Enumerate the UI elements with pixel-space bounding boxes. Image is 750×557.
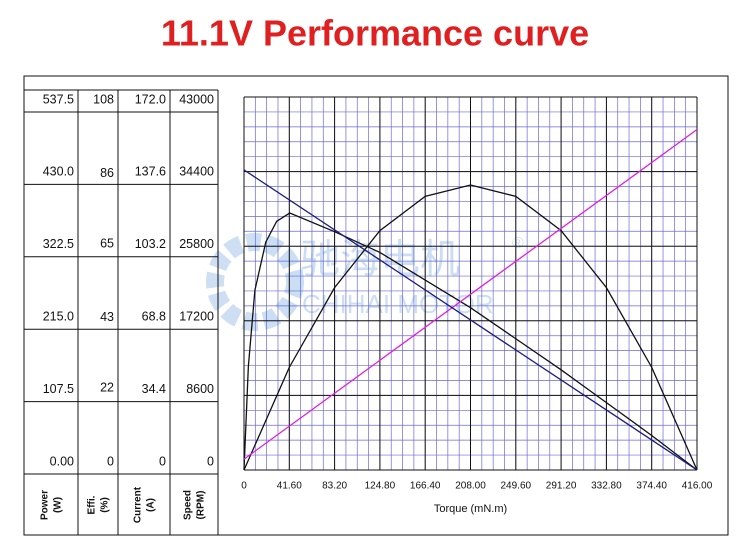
y-tick-label: 86 bbox=[100, 166, 114, 180]
y-tick-label: 322.5 bbox=[43, 237, 74, 251]
y-tick-label: 8600 bbox=[186, 382, 214, 396]
y-tick-label: 65 bbox=[100, 236, 114, 250]
y-tick-label: 172.0 bbox=[135, 92, 166, 106]
y-tick-label: 108 bbox=[93, 92, 114, 106]
x-tick-label: 416.00 bbox=[682, 481, 713, 492]
y-tick-label: 0.00 bbox=[50, 454, 74, 468]
legend-entry: Power (W) bbox=[40, 490, 64, 520]
x-tick-label: 291.20 bbox=[546, 481, 577, 492]
y-tick-label: 215.0 bbox=[43, 309, 74, 323]
y-tick-label: 137.6 bbox=[135, 165, 166, 179]
y-tick-label: 17200 bbox=[179, 309, 214, 323]
x-tick-label: 208.00 bbox=[455, 481, 486, 492]
series-line bbox=[243, 184, 698, 471]
y-tick-label: 43 bbox=[100, 310, 114, 324]
y-tick-label: 0 bbox=[207, 454, 214, 468]
legend-entry: Speed (RPM) bbox=[183, 490, 207, 520]
legend-name: Speed bbox=[183, 490, 194, 520]
y-tick-label: 430.0 bbox=[43, 165, 74, 179]
y-tick-label: 107.5 bbox=[43, 382, 74, 396]
y-tick-label: 103.2 bbox=[135, 237, 166, 251]
y-tick-label: 22 bbox=[100, 381, 114, 395]
y-tick-label: 34.4 bbox=[142, 382, 166, 396]
x-tick-label: 166.40 bbox=[410, 481, 441, 492]
x-tick-label: 41.60 bbox=[277, 481, 302, 492]
y-tick-label: 43000 bbox=[179, 92, 214, 106]
y-tick-label: 537.5 bbox=[43, 92, 74, 106]
legend-unit: (RPM) bbox=[196, 491, 207, 520]
y-tick-label: 0 bbox=[159, 454, 166, 468]
legend-name: Power bbox=[40, 490, 51, 520]
legend-entry: Current (A) bbox=[133, 486, 157, 523]
watermark-gear bbox=[206, 233, 304, 331]
series-line bbox=[243, 212, 698, 471]
chart-title: 11.1V Performance curve bbox=[161, 13, 589, 54]
legend-name: Current bbox=[133, 486, 144, 523]
x-tick-label: 0 bbox=[241, 481, 247, 492]
x-axis-label: Torque (mN.m) bbox=[434, 503, 507, 515]
watermark-mark: ® bbox=[512, 235, 524, 252]
y-tick-label: 34400 bbox=[179, 165, 214, 179]
x-tick-label: 332.80 bbox=[591, 481, 622, 492]
y-tick-label: 68.8 bbox=[142, 309, 166, 323]
series-line bbox=[243, 129, 698, 460]
x-tick-label: 374.40 bbox=[636, 481, 667, 492]
y-tick-label: 25800 bbox=[179, 237, 214, 251]
x-tick-label: 83.20 bbox=[322, 481, 347, 492]
x-tick-label: 124.80 bbox=[365, 481, 396, 492]
legend-name: Effi. bbox=[87, 495, 98, 514]
y-tick-label: 0 bbox=[107, 454, 114, 468]
legend-unit: (W) bbox=[53, 497, 64, 513]
series-line bbox=[243, 169, 698, 471]
legend-unit: (A) bbox=[146, 498, 157, 512]
legend-entry: Effi. (%) bbox=[87, 495, 111, 514]
legend-unit: (%) bbox=[100, 497, 111, 513]
x-tick-label: 249.60 bbox=[501, 481, 532, 492]
